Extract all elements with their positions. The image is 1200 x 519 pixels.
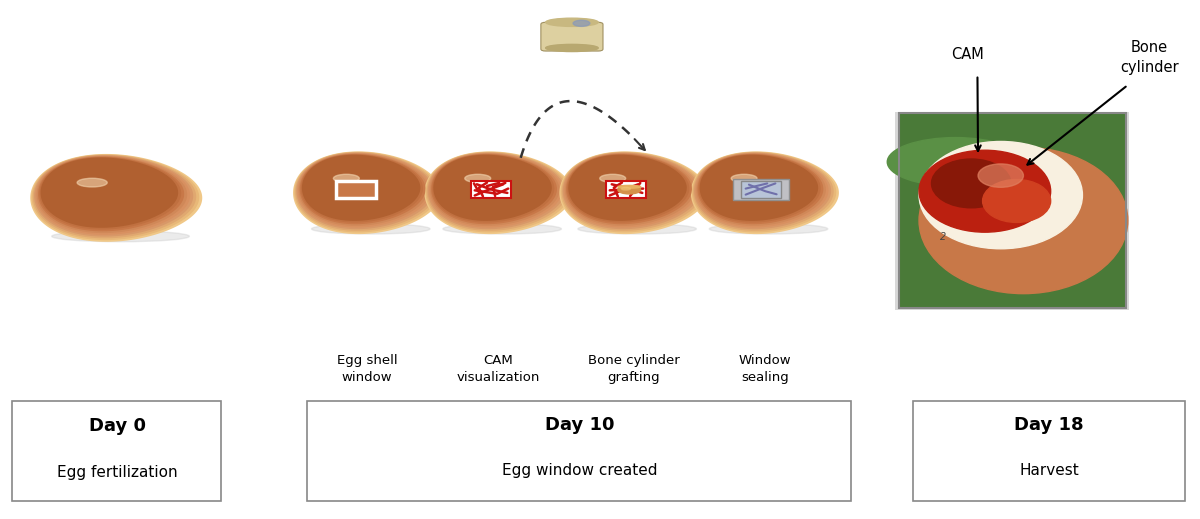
Ellipse shape	[52, 231, 190, 242]
PathPatch shape	[299, 154, 428, 226]
PathPatch shape	[427, 153, 565, 229]
PathPatch shape	[40, 157, 181, 229]
PathPatch shape	[37, 156, 187, 233]
Ellipse shape	[919, 142, 1082, 249]
PathPatch shape	[302, 155, 420, 221]
PathPatch shape	[426, 152, 570, 233]
Text: Day 18: Day 18	[1014, 416, 1084, 434]
Bar	[895, 112, 1129, 310]
Text: Egg fertilization: Egg fertilization	[58, 465, 178, 480]
Ellipse shape	[887, 138, 1024, 186]
Ellipse shape	[312, 224, 430, 234]
Ellipse shape	[546, 18, 599, 26]
Ellipse shape	[709, 224, 828, 234]
PathPatch shape	[430, 154, 559, 226]
PathPatch shape	[569, 155, 686, 221]
Text: Bone: Bone	[1130, 40, 1168, 55]
PathPatch shape	[694, 152, 834, 231]
PathPatch shape	[428, 153, 562, 227]
Ellipse shape	[443, 224, 562, 234]
PathPatch shape	[295, 152, 436, 231]
Ellipse shape	[978, 164, 1024, 187]
Bar	[606, 181, 647, 198]
PathPatch shape	[31, 154, 199, 240]
FancyBboxPatch shape	[12, 401, 221, 501]
FancyBboxPatch shape	[307, 401, 851, 501]
PathPatch shape	[564, 153, 697, 227]
Ellipse shape	[919, 147, 1128, 294]
PathPatch shape	[695, 153, 828, 227]
PathPatch shape	[697, 154, 823, 224]
PathPatch shape	[565, 154, 695, 226]
Text: CAM
visualization: CAM visualization	[457, 354, 540, 385]
Ellipse shape	[574, 20, 590, 26]
Text: Bone cylinder
grafting: Bone cylinder grafting	[588, 354, 679, 385]
PathPatch shape	[691, 152, 839, 234]
PathPatch shape	[432, 154, 554, 223]
Text: Window
sealing: Window sealing	[738, 354, 791, 385]
PathPatch shape	[560, 152, 704, 233]
Text: Day 0: Day 0	[89, 417, 146, 435]
Ellipse shape	[77, 178, 107, 187]
PathPatch shape	[559, 152, 708, 234]
FancyBboxPatch shape	[541, 22, 602, 51]
PathPatch shape	[36, 156, 191, 235]
PathPatch shape	[296, 153, 433, 229]
Ellipse shape	[578, 224, 696, 234]
Ellipse shape	[334, 174, 359, 183]
Ellipse shape	[618, 185, 641, 188]
PathPatch shape	[698, 154, 821, 223]
Bar	[899, 113, 1126, 308]
Ellipse shape	[622, 187, 630, 190]
Text: Egg window created: Egg window created	[502, 462, 658, 477]
Ellipse shape	[546, 44, 599, 51]
PathPatch shape	[566, 154, 692, 224]
Bar	[740, 181, 781, 198]
Ellipse shape	[731, 174, 757, 183]
PathPatch shape	[562, 152, 702, 231]
PathPatch shape	[41, 157, 178, 228]
Ellipse shape	[983, 180, 1051, 223]
PathPatch shape	[568, 154, 689, 223]
Ellipse shape	[464, 174, 491, 183]
Text: 2: 2	[940, 232, 946, 242]
PathPatch shape	[433, 155, 552, 221]
Bar	[899, 113, 1126, 308]
Bar	[740, 181, 781, 198]
Text: Harvest: Harvest	[1019, 462, 1079, 477]
PathPatch shape	[694, 153, 832, 229]
Ellipse shape	[919, 150, 1051, 232]
Bar	[733, 179, 788, 200]
PathPatch shape	[563, 153, 700, 229]
Ellipse shape	[618, 186, 641, 194]
Bar	[606, 181, 647, 198]
PathPatch shape	[431, 154, 557, 224]
Ellipse shape	[931, 159, 1010, 208]
Text: Day 10: Day 10	[545, 416, 614, 434]
Bar	[470, 181, 511, 198]
PathPatch shape	[298, 153, 431, 227]
PathPatch shape	[294, 152, 438, 233]
PathPatch shape	[293, 152, 442, 234]
Ellipse shape	[600, 174, 625, 183]
PathPatch shape	[427, 152, 568, 231]
PathPatch shape	[300, 154, 426, 224]
PathPatch shape	[34, 155, 193, 237]
Text: Egg shell
window: Egg shell window	[337, 354, 397, 385]
Bar	[336, 181, 377, 198]
Bar	[336, 181, 377, 198]
PathPatch shape	[692, 152, 836, 233]
PathPatch shape	[301, 154, 422, 223]
PathPatch shape	[32, 155, 197, 238]
PathPatch shape	[38, 157, 184, 231]
PathPatch shape	[696, 154, 826, 226]
PathPatch shape	[30, 154, 203, 242]
Bar	[470, 181, 511, 198]
Text: cylinder: cylinder	[1120, 61, 1178, 75]
Text: CAM: CAM	[952, 47, 984, 62]
FancyBboxPatch shape	[913, 401, 1186, 501]
PathPatch shape	[425, 152, 572, 234]
PathPatch shape	[700, 155, 818, 221]
